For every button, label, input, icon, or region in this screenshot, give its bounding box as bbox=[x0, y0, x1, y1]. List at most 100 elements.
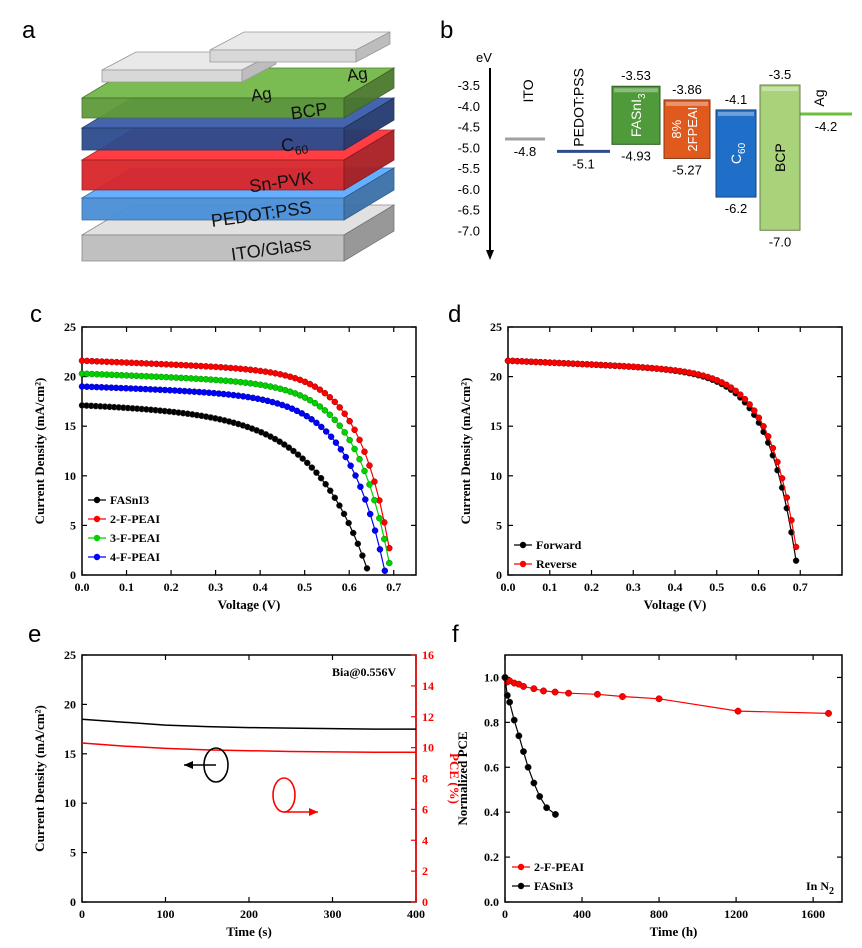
x-tick-label: 0.7 bbox=[793, 580, 808, 594]
data-point bbox=[727, 384, 735, 391]
left-axis-indicator-head bbox=[184, 761, 193, 769]
data-point bbox=[322, 480, 329, 488]
data-point bbox=[737, 391, 744, 398]
y-tick-label: 25 bbox=[64, 648, 76, 662]
y-tick-label: 10 bbox=[64, 796, 76, 810]
x-tick-label: 0.4 bbox=[253, 580, 268, 594]
x-axis-label: Time (h) bbox=[650, 924, 698, 939]
energy-tick-label: -4.0 bbox=[458, 99, 480, 114]
data-point bbox=[755, 414, 763, 422]
data-point bbox=[792, 557, 800, 564]
atmosphere-annotation: In N2 bbox=[806, 879, 834, 897]
y-tick-label: 0.0 bbox=[484, 895, 499, 909]
layer-c60-side bbox=[343, 97, 395, 151]
block-8 bbox=[663, 99, 711, 159]
y-axis-label: Current Density (mA/cm²) bbox=[32, 378, 47, 525]
y-tick-label: 20 bbox=[490, 370, 502, 384]
data-point bbox=[769, 444, 777, 452]
x-tick-label: 0.2 bbox=[584, 580, 599, 594]
layer-pedot-side bbox=[343, 167, 395, 221]
legend-marker bbox=[93, 496, 101, 504]
data-point bbox=[501, 674, 509, 681]
data-point bbox=[326, 393, 334, 401]
data-point bbox=[327, 433, 335, 440]
block-top-value: -3.86 bbox=[672, 82, 702, 97]
data-point bbox=[540, 687, 547, 695]
block-bottom-value: -4.93 bbox=[621, 148, 651, 163]
data-point bbox=[543, 804, 551, 812]
data-point bbox=[760, 423, 767, 430]
data-point bbox=[530, 685, 538, 693]
block-c bbox=[715, 109, 757, 198]
data-point bbox=[346, 417, 353, 425]
data-point bbox=[381, 519, 388, 526]
x-tick-label: 800 bbox=[650, 907, 668, 921]
y2-axis-label: PCE (%) bbox=[447, 753, 462, 804]
data-point bbox=[322, 428, 330, 435]
data-point bbox=[318, 423, 325, 431]
x-tick-label: 200 bbox=[240, 907, 258, 921]
y-tick-label: 1.0 bbox=[484, 670, 499, 684]
legend-label: Forward bbox=[536, 538, 582, 552]
data-point bbox=[311, 383, 319, 390]
y-tick-label: 5 bbox=[70, 846, 76, 860]
block-c-highlight bbox=[718, 111, 754, 116]
block-bcp-highlight bbox=[762, 87, 798, 91]
level-name-ito: ITO bbox=[520, 79, 536, 102]
panel-label-e: e bbox=[28, 621, 41, 648]
level-name-pedotpss: PEDOT:PSS bbox=[571, 68, 587, 147]
data-point bbox=[299, 455, 306, 462]
data-point bbox=[281, 441, 288, 448]
block-fasni bbox=[611, 85, 661, 145]
data-point bbox=[326, 487, 334, 494]
ag-label-1: Ag bbox=[250, 84, 273, 106]
data-point bbox=[303, 412, 310, 420]
data-point bbox=[285, 444, 293, 451]
energy-tick-label: -5.0 bbox=[458, 140, 480, 155]
energy-axis-label: eV bbox=[476, 50, 492, 65]
data-point bbox=[345, 519, 352, 527]
x-tick-label: 0.6 bbox=[342, 580, 357, 594]
x-tick-label: 0.4 bbox=[668, 580, 683, 594]
y-tick-label: 10 bbox=[490, 469, 502, 483]
data-point bbox=[313, 469, 320, 476]
data-point bbox=[825, 709, 832, 717]
y2-tick-label: 2 bbox=[422, 864, 428, 878]
block-name: FASnI3 bbox=[628, 93, 648, 137]
data-point bbox=[371, 496, 378, 504]
data-point bbox=[734, 707, 742, 715]
data-point bbox=[520, 682, 527, 690]
legend-marker bbox=[517, 882, 525, 890]
data-point bbox=[361, 467, 368, 475]
data-point bbox=[331, 398, 339, 406]
x-tick-label: 400 bbox=[573, 907, 591, 921]
data-point bbox=[363, 565, 371, 572]
data-point bbox=[340, 510, 348, 518]
data-point bbox=[326, 411, 334, 419]
y2-tick-label: 10 bbox=[422, 741, 434, 755]
data-point bbox=[506, 698, 514, 706]
block-8-highlight bbox=[666, 101, 708, 106]
y-tick-label: 10 bbox=[64, 469, 76, 483]
level-value-ito: -4.8 bbox=[514, 144, 536, 159]
legend-label: FASnI3 bbox=[534, 879, 573, 893]
data-point bbox=[341, 429, 348, 436]
data-point bbox=[783, 494, 791, 501]
data-point bbox=[751, 407, 758, 414]
data-point bbox=[331, 494, 339, 502]
y-tick-label: 15 bbox=[64, 419, 76, 433]
ag-electrode-2-front bbox=[209, 49, 357, 63]
x-tick-label: 0.2 bbox=[164, 580, 179, 594]
data-point bbox=[341, 410, 348, 417]
x-axis-label: Time (s) bbox=[226, 924, 272, 939]
data-point bbox=[336, 422, 343, 429]
data-point bbox=[732, 387, 739, 395]
data-point bbox=[366, 510, 374, 518]
y-axis-label: Normalized PCE bbox=[455, 731, 470, 825]
data-point bbox=[357, 483, 364, 491]
x-tick-label: 0 bbox=[79, 907, 85, 921]
legend-marker bbox=[93, 553, 101, 561]
panel-label-b: b bbox=[440, 17, 453, 44]
y2-tick-label: 6 bbox=[422, 802, 428, 816]
